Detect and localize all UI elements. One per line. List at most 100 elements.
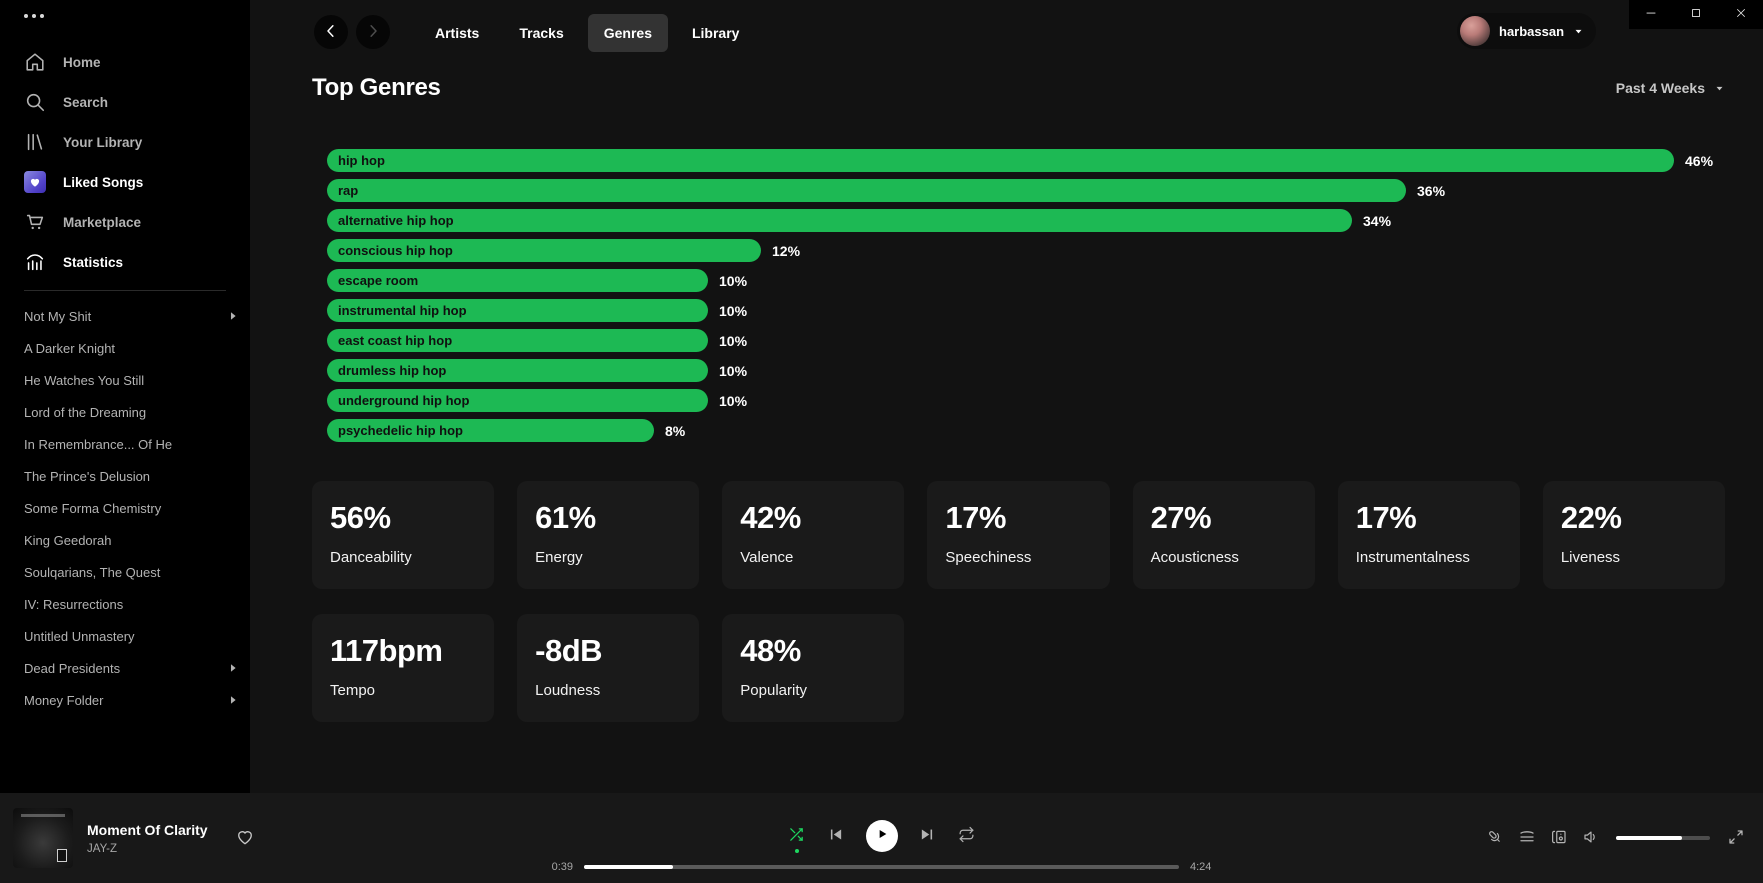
playlist-item[interactable]: Not My Shit (0, 300, 250, 332)
previous-icon (827, 826, 844, 846)
progress-bar[interactable] (584, 864, 1179, 869)
stat-card-tempo: 117bpm Tempo (312, 614, 495, 722)
track-artist[interactable]: JAY-Z (87, 842, 118, 855)
sidebar-item-label: Liked Songs (63, 174, 144, 190)
genre-label: drumless hip hop (338, 363, 447, 378)
playlist-item[interactable]: The Prince's Delusion (0, 460, 250, 492)
tab-genres[interactable]: Genres (587, 14, 668, 52)
volume-fill (1616, 836, 1682, 840)
genre-value: 12% (772, 242, 801, 259)
playlist-name: Not My Shit (24, 308, 92, 324)
chevron-right-icon (226, 309, 240, 323)
genre-label: instrumental hip hop (338, 303, 467, 318)
track-title[interactable]: Moment Of Clarity (87, 821, 208, 838)
stat-label: Acousticness (1150, 549, 1239, 566)
playlist-item[interactable]: IV: Resurrections (0, 588, 250, 620)
genre-row: instrumental hip hop 10% (327, 299, 1725, 322)
stat-card-speechiness: 17% Speechiness (927, 481, 1110, 589)
playlist-item[interactable]: Untitled Unmastery (0, 620, 250, 652)
stat-label: Tempo (330, 682, 376, 699)
genre-row: psychedelic hip hop 8% (327, 419, 1725, 442)
sidebar-divider (24, 290, 226, 291)
minimize-button[interactable] (1629, 0, 1674, 29)
tab-artists[interactable]: Artists (419, 14, 495, 52)
sidebar-nav: Home Search Your Library Liked Songs Marketp… (0, 42, 250, 282)
playlist-item[interactable]: A Darker Knight (0, 332, 250, 364)
genre-row: drumless hip hop 10% (327, 359, 1725, 382)
sidebar-item-statistics[interactable]: Statistics (0, 242, 250, 282)
lyrics-mic-icon (1486, 828, 1504, 849)
genre-label: conscious hip hop (338, 243, 453, 258)
sidebar-item-liked-songs[interactable]: Liked Songs (0, 162, 250, 202)
repeat-icon (958, 826, 975, 846)
stat-value: 27% (1150, 500, 1212, 535)
app-menu-ellipsis-icon[interactable] (24, 14, 250, 18)
track-meta: Moment Of Clarity JAY-Z (87, 822, 208, 855)
lyrics-mic-button[interactable] (1485, 829, 1504, 848)
genre-row: conscious hip hop 12% (327, 239, 1725, 262)
sidebar-item-label: Your Library (63, 134, 143, 150)
stat-label: Speechiness (945, 549, 1032, 566)
tab-tracks[interactable]: Tracks (503, 14, 579, 52)
shuffle-button[interactable] (788, 826, 806, 853)
devices-icon (1550, 828, 1568, 849)
play-button[interactable] (865, 819, 898, 852)
like-button[interactable] (234, 827, 256, 849)
maximize-button[interactable] (1674, 0, 1719, 29)
stat-label: Instrumentalness (1355, 549, 1470, 566)
playlist-name: Untitled Unmastery (24, 628, 135, 644)
playlist-item[interactable]: In Remembrance... Of He (0, 428, 250, 460)
genre-bar: east coast hip hop (327, 329, 708, 352)
repeat-button[interactable] (958, 826, 976, 846)
devices-button[interactable] (1549, 829, 1568, 848)
sidebar-item-label: Statistics (63, 254, 124, 270)
playlist-name: Soulqarians, The Quest (24, 564, 161, 580)
chevron-right-icon (226, 661, 240, 675)
stat-value: 42% (740, 500, 801, 535)
playlist-name: He Watches You Still (24, 372, 145, 388)
time-range-label: Past 4 Weeks (1615, 80, 1705, 96)
sidebar-item-label: Search (63, 94, 109, 110)
library-icon (24, 131, 46, 153)
back-button[interactable] (314, 15, 348, 49)
caret-down-icon (1573, 26, 1584, 37)
playlist-name: Lord of the Dreaming (24, 404, 147, 420)
playlist-name: King Geedorah (24, 532, 112, 548)
close-button[interactable] (1718, 0, 1763, 29)
playlist-item[interactable]: King Geedorah (0, 524, 250, 556)
playlist-item[interactable]: Lord of the Dreaming (0, 396, 250, 428)
playlist-item[interactable]: Some Forma Chemistry (0, 492, 250, 524)
sidebar-item-search[interactable]: Search (0, 82, 250, 122)
playlist-item[interactable]: Money Folder (0, 684, 250, 716)
tab-library[interactable]: Library (676, 14, 755, 52)
playlist-item[interactable]: He Watches You Still (0, 364, 250, 396)
stat-value: 56% (330, 500, 391, 535)
stat-card-energy: 61% Energy (517, 481, 700, 589)
progress-fill (584, 864, 674, 869)
album-art (13, 808, 73, 868)
volume-slider[interactable] (1616, 836, 1710, 840)
forward-button[interactable] (356, 15, 390, 49)
time-range-dropdown[interactable]: Past 4 Weeks (1616, 80, 1725, 96)
main-content: Artists Tracks Genres Library harbassan Top… (250, 0, 1763, 793)
next-button[interactable] (919, 827, 937, 845)
volume-button[interactable] (1581, 829, 1600, 848)
fullscreen-button[interactable] (1726, 829, 1745, 848)
genre-row: escape room 10% (327, 269, 1725, 292)
window-controls (1629, 0, 1763, 29)
previous-button[interactable] (827, 827, 845, 845)
play-icon (874, 826, 890, 845)
queue-button[interactable] (1517, 829, 1536, 848)
playlist-name: Dead Presidents (24, 660, 121, 676)
sidebar-item-home[interactable]: Home (0, 42, 250, 82)
sidebar-item-marketplace[interactable]: Marketplace (0, 202, 250, 242)
genre-label: psychedelic hip hop (338, 423, 463, 438)
user-menu[interactable]: harbassan (1457, 13, 1597, 49)
genre-value: 10% (719, 332, 748, 349)
shuffle-icon (788, 826, 805, 846)
sidebar-item-your-library[interactable]: Your Library (0, 122, 250, 162)
genre-value: 8% (665, 422, 686, 439)
playlist-item[interactable]: Dead Presidents (0, 652, 250, 684)
genre-bar-chart: hip hop 46% rap 36% alternative hip hop 34% co… (312, 149, 1725, 442)
playlist-item[interactable]: Soulqarians, The Quest (0, 556, 250, 588)
